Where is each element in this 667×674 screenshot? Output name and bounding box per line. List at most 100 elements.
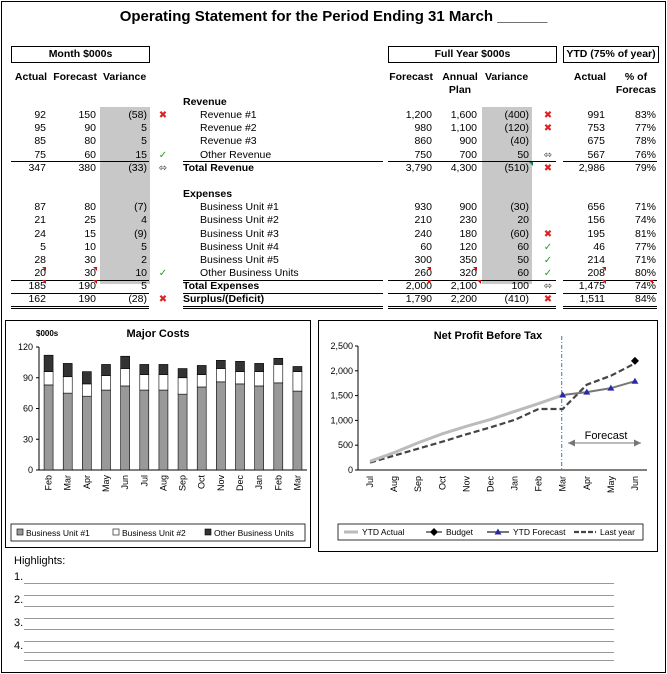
legend-swatch [112, 528, 120, 536]
x-tick-label: Dec [235, 475, 245, 492]
ytd-pct-of-forecast: 83% [634, 109, 656, 122]
row-label: Surplus/(Deficit) [183, 293, 265, 306]
month-actual: 21 [34, 214, 46, 227]
comment-flag[interactable] [602, 266, 606, 271]
comment-flag[interactable] [93, 266, 97, 271]
month-forecast: 150 [78, 109, 96, 122]
surplus-rule [388, 292, 556, 294]
bar-segment [62, 363, 73, 378]
major-costs-chart: Major Costs $000s 0 30 60 90 120 Feb Mar Apr May Ju… [10, 328, 307, 542]
fy-variance: (30) [510, 201, 529, 214]
ytd-actual: 1,475 [578, 280, 605, 293]
ytd-pct-of-forecast: 77% [634, 240, 656, 253]
month-variance: (28) [128, 293, 147, 306]
bar-segment [101, 364, 111, 376]
comment-flag[interactable] [42, 280, 46, 285]
highlight-write-line[interactable] [24, 660, 614, 661]
fy-forecast: 930 [414, 201, 432, 214]
chart-title: Major Costs [127, 328, 190, 340]
row-label: Business Unit #1 [200, 201, 279, 214]
y-tick-label: 0 [28, 465, 33, 475]
highlight-write-line[interactable] [24, 652, 614, 653]
fy-variance: (60) [510, 227, 529, 240]
chart-legend [10, 523, 306, 542]
highlight-write-line[interactable] [24, 606, 614, 607]
month-variance: (33) [128, 161, 147, 174]
total-revenue-rule [11, 161, 149, 163]
fy-variance: 100 [511, 280, 529, 293]
bar-segment [139, 364, 150, 375]
month-variance: 2 [141, 253, 147, 266]
ytd-pct-of-forecast: 78% [634, 135, 656, 148]
row-label: Other Business Units [200, 266, 299, 279]
fy-annual-plan: 1,600 [450, 109, 477, 122]
row-label: Total Revenue [183, 161, 254, 174]
month-actual: 20 [34, 266, 46, 279]
fy-forecast: 750 [414, 148, 432, 161]
col-fy-variance: Variance [485, 71, 529, 83]
y-tick-label: 90 [23, 373, 33, 383]
total-revenue-rule [183, 161, 383, 163]
comment-flag[interactable] [93, 280, 97, 285]
highlight-write-line[interactable] [24, 595, 614, 596]
month-variance: (9) [134, 227, 147, 240]
net-profit-chart: Net Profit Before Tax 0 500 1,000 1,500 2,000… [330, 330, 647, 541]
comment-flag[interactable] [42, 266, 46, 271]
y-tick-label: 2,500 [330, 341, 353, 351]
comment-flag[interactable] [602, 280, 606, 285]
fy-forecast: 60 [420, 240, 432, 253]
month-variance-shade [100, 107, 150, 284]
bar-segment [273, 382, 284, 471]
col-variance: Variance [103, 71, 147, 83]
month-actual: 92 [34, 109, 46, 122]
comment-flag[interactable] [649, 280, 653, 285]
comment-flag[interactable] [477, 280, 481, 285]
comment-flag[interactable] [427, 266, 431, 271]
month-forecast: 380 [78, 161, 96, 174]
x-tick-label: Dec [485, 476, 495, 493]
x-tick-label: Feb [273, 475, 283, 491]
month-variance: 5 [141, 122, 147, 135]
comment-flag[interactable] [428, 280, 432, 285]
fy-forecast: 240 [414, 227, 432, 240]
highlight-write-line[interactable] [24, 641, 614, 642]
month-actual: 162 [28, 293, 46, 306]
surplus-rule [563, 292, 657, 294]
section-heading: Revenue [183, 96, 227, 108]
y-tick-label: 0 [348, 465, 353, 475]
bar-segment [82, 371, 92, 385]
highlight-write-line[interactable] [24, 583, 614, 584]
ytd-pct-of-forecast: 74% [634, 214, 656, 227]
col-ytd-actual: Actual [573, 71, 606, 83]
x-tick-label: Mar [63, 475, 73, 491]
forecast-arrow-left [568, 439, 575, 447]
ytd-actual: 2,986 [578, 161, 605, 174]
bar-segment [101, 389, 111, 471]
ytd-pct-of-forecast: 77% [634, 122, 656, 135]
highlight-write-line[interactable] [24, 618, 614, 619]
y-tick-label: 60 [23, 404, 33, 414]
ytd-actual: 1,511 [579, 293, 606, 306]
month-forecast: 80 [84, 201, 96, 214]
surplus-rule [11, 292, 149, 294]
fy-variance: 60 [517, 266, 529, 279]
comment-flag[interactable] [473, 266, 477, 271]
highlight-number: 4. [14, 640, 24, 652]
legend-label: YTD Actual [362, 527, 405, 537]
highlight-write-line[interactable] [24, 629, 614, 630]
forecast-annotation: Forecast [585, 430, 628, 442]
y-tick-label: 120 [18, 342, 33, 352]
bar-segment [158, 374, 169, 391]
bar-segment [139, 389, 150, 471]
bar-segment [158, 364, 169, 375]
ytd-actual: 675 [587, 135, 605, 148]
total-expenses-rule [388, 279, 556, 281]
month-forecast: 25 [84, 214, 96, 227]
ytd-pct-of-forecast: 80% [634, 266, 656, 279]
comment-flag[interactable] [529, 161, 533, 166]
y-axis-unit-label: $000s [36, 329, 59, 338]
ytd-actual: 567 [587, 148, 605, 161]
col-pct-forecast: % of Forecas [615, 71, 657, 96]
bar-segment [196, 365, 207, 375]
